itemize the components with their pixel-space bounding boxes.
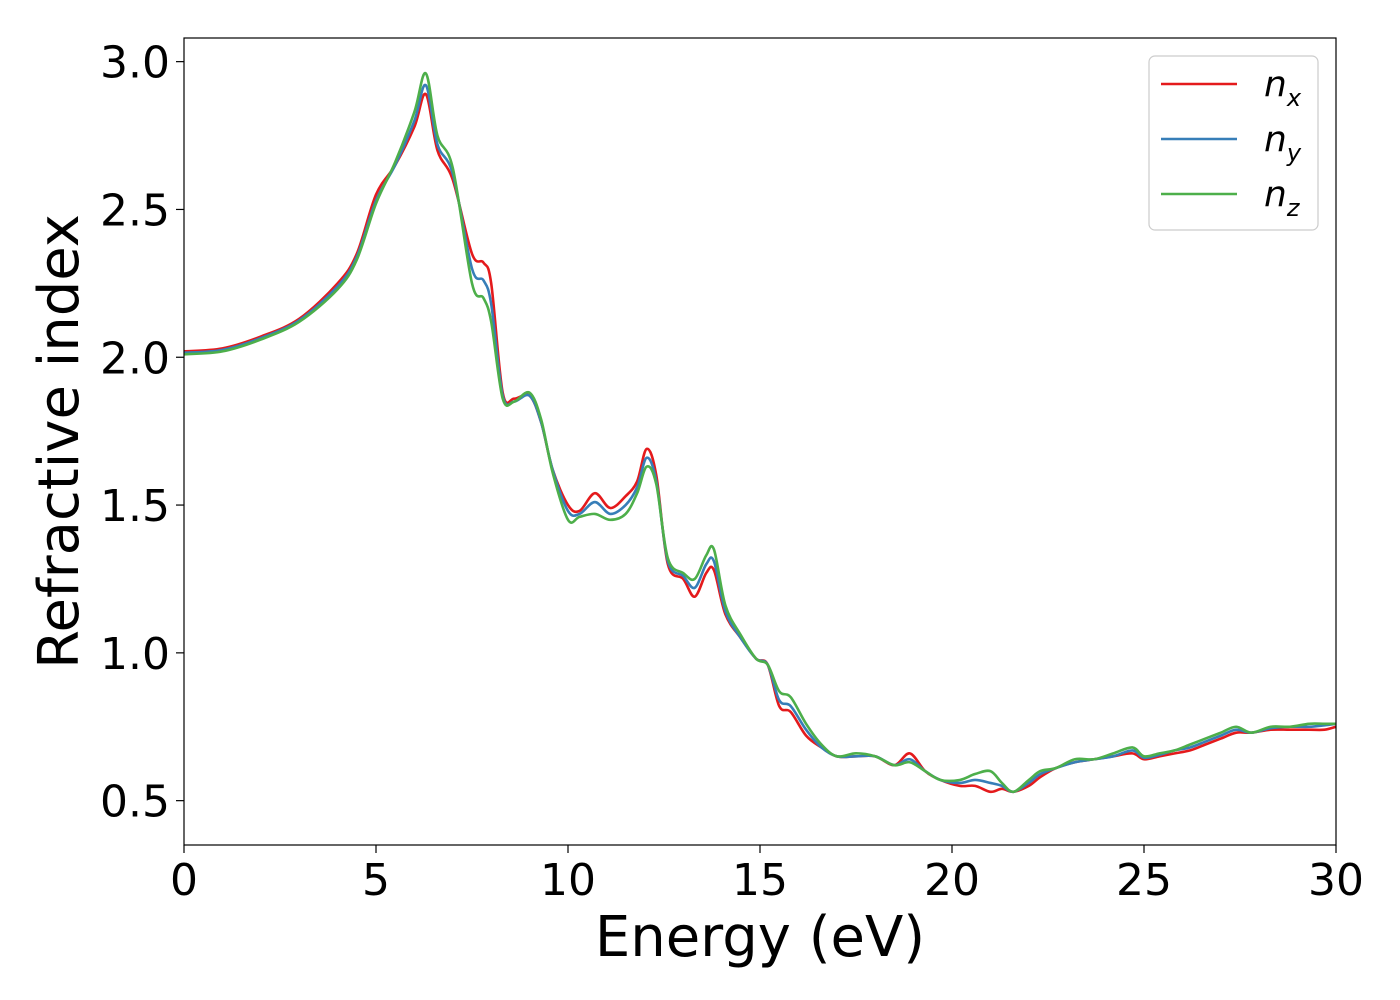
legend-label-y: ny [1264,119,1302,167]
y-axis-title: Refractive index [27,214,92,669]
legend-items: nx ny nz [1161,64,1302,222]
x-tick-label: 0 [170,855,198,906]
ticks-layer: 0 5 10 15 20 25 30 0.5 1.0 1.5 2.0 2.5 3.0 [100,38,1364,906]
legend-box [1148,55,1319,231]
x-tick-label: 25 [1116,855,1172,906]
y-tick-label: 2.5 [100,185,170,236]
legend: nx ny nz [1148,55,1319,231]
y-tick-label: 1.5 [100,481,170,532]
series-layer [184,72,1336,794]
series-line-z [184,72,1336,794]
x-tick-label: 20 [924,855,980,906]
x-tick-label: 15 [732,855,788,906]
y-tick-label: 0.5 [100,777,170,828]
x-tick-label: 10 [540,855,596,906]
y-tick-label: 1.0 [100,629,170,680]
x-tick-label: 5 [362,855,390,906]
y-tick-label: 3.0 [100,38,170,89]
legend-label-x: nx [1264,64,1302,112]
legend-label-z: nz [1264,174,1301,222]
x-axis-title: Energy (eV) [595,905,925,970]
y-tick-label: 2.0 [100,333,170,384]
x-tick-label: 30 [1308,855,1364,906]
